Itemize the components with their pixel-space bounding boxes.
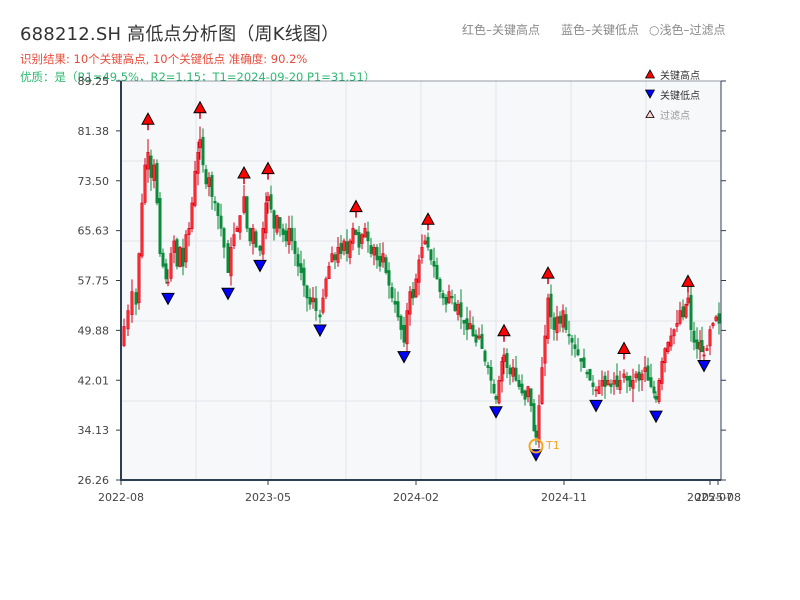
key-low-marker — [313, 324, 327, 338]
legend-item-low: 关键低点 — [645, 84, 700, 104]
svg-text:65.63: 65.63 — [78, 225, 110, 238]
legend-label-high: 关键高点 — [660, 70, 700, 82]
key-high-marker — [237, 165, 251, 179]
light-triangle-icon — [645, 109, 655, 118]
svg-text:81.38: 81.38 — [78, 125, 110, 138]
svg-text:34.13: 34.13 — [78, 424, 110, 437]
legend-item-filtered: 过滤点 — [645, 104, 700, 124]
key-low-marker — [589, 399, 603, 413]
svg-text:2022-08: 2022-08 — [98, 491, 144, 504]
key-high-marker — [261, 161, 275, 175]
x-axis-ticks: 2022-08 2023-05 2024-02 2024-11 2025-072025-… — [98, 480, 741, 504]
key-high-marker — [193, 100, 207, 114]
key-low-marker — [397, 351, 411, 364]
svg-text:49.88: 49.88 — [78, 324, 110, 337]
key-low-marker — [253, 259, 267, 273]
svg-text:2024-02: 2024-02 — [393, 491, 439, 504]
key-low-marker — [161, 292, 175, 306]
hint-light-filtered: ○浅色–过滤点 — [649, 23, 726, 37]
svg-text:89.25: 89.25 — [78, 75, 110, 88]
svg-text:T1: T1 — [545, 439, 560, 452]
result-summary: 识别结果: 10个关键高点, 10个关键低点 准确度: 90.2% — [20, 52, 308, 66]
red-triangle-up-icon — [645, 69, 655, 79]
chart-title: 688212.SH 高低点分析图（周K线图） — [20, 24, 340, 45]
key-low-marker — [221, 287, 235, 301]
svg-text:73.50: 73.50 — [78, 175, 110, 188]
key-high-marker — [349, 199, 363, 213]
hint-blue-low: 蓝色–关键低点 — [561, 23, 640, 37]
legend: 关键高点 关键低点 过滤点 — [645, 64, 700, 124]
key-high-marker — [681, 274, 695, 287]
svg-text:2023-05: 2023-05 — [245, 491, 291, 504]
key-high-marker — [421, 212, 435, 225]
blue-triangle-down-icon — [645, 89, 655, 99]
svg-text:26.26: 26.26 — [78, 474, 110, 487]
key-low-marker — [649, 410, 663, 424]
candles — [122, 126, 721, 448]
key-high-marker — [541, 266, 555, 279]
key-high-marker — [141, 112, 155, 125]
hint-red-high: 红色–关键高点 — [462, 23, 541, 37]
legend-label-filtered: 过滤点 — [660, 110, 690, 122]
svg-text:2025-07: 2025-07 — [687, 491, 733, 504]
key-low-marker — [489, 406, 503, 419]
key-low-marker — [697, 359, 711, 373]
key-high-marker — [497, 323, 511, 337]
y-axis-ticks: 26.26 34.13 42.01 49.88 57.75 65.63 73.50 81.38… — [78, 75, 726, 487]
key-high-marker — [617, 341, 631, 354]
svg-text:2025-08: 2025-08 — [695, 491, 741, 504]
quality-summary: 优质：是（R1=49.5%，R2=1.15；T1=2024-09-20 P1=3… — [20, 70, 376, 84]
svg-text:2024-11: 2024-11 — [541, 491, 587, 504]
svg-text:42.01: 42.01 — [78, 374, 110, 387]
svg-text:57.75: 57.75 — [78, 275, 110, 288]
key-point-markers — [141, 100, 711, 462]
legend-item-high: 关键高点 — [645, 64, 700, 84]
t1-annotation: T1 — [528, 438, 560, 454]
legend-label-low: 关键低点 — [660, 90, 700, 102]
